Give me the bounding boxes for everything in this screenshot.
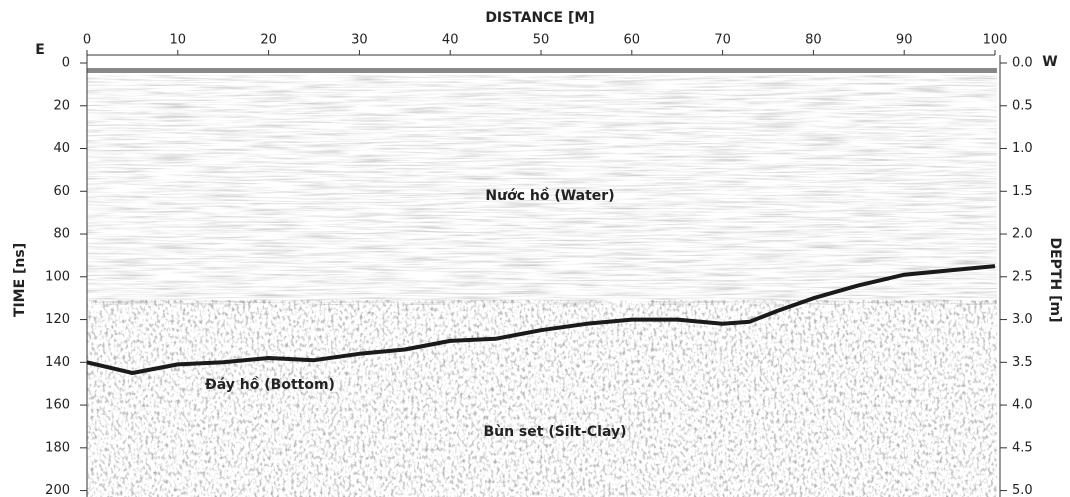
x-tick-label: 20 [260,33,277,48]
x-tick-label: 80 [805,33,822,48]
y2-tick-label: 4.5 [1012,440,1033,455]
y-tick-label: 40 [53,141,70,156]
water-label: Nước hồ (Water) [485,187,614,204]
x-tick-label: 40 [442,33,459,48]
x-tick-label: 10 [170,33,187,48]
water-texture [87,75,997,305]
y2-tick-label: 5.0 [1012,483,1033,497]
y2-tick-label: 0.5 [1012,98,1033,113]
x-axis-title: DISTANCE [M] [485,10,594,26]
y2-tick-label: 3.5 [1012,355,1033,370]
y-tick-label: 200 [45,483,70,497]
bottom-label: Đáy hồ (Bottom) [205,376,335,393]
y-tick-label: 0 [62,56,70,71]
y-tick-label: 60 [53,184,70,199]
y-tick-label: 160 [45,398,70,413]
x-tick-label: 90 [896,33,913,48]
surface-band [87,68,997,73]
x-tick-label: 30 [351,33,368,48]
silt-label: Bùn set (Silt-Clay) [483,424,626,440]
west-marker: W [1042,54,1057,70]
y-tick-label: 180 [45,440,70,455]
y-tick-label: 120 [45,312,70,327]
y2-tick-label: 1.0 [1012,141,1033,156]
x-tick-label: 60 [624,33,641,48]
y-axis-title: TIME [ns] [12,243,28,317]
y-tick-label: 100 [45,269,70,284]
bottom-reflector [86,264,996,375]
east-marker: E [35,42,45,58]
x-tick-label: 100 [983,33,1008,48]
y2-tick-label: 0.0 [1012,56,1033,71]
x-tick-label: 0 [83,33,91,48]
y2-tick-label: 2.0 [1012,227,1033,242]
y2-axis-title: DEPTH [m] [1047,238,1063,323]
y-tick-label: 20 [53,98,70,113]
y2-tick-label: 2.5 [1012,269,1033,284]
x-tick-label: 70 [714,33,731,48]
y2-tick-label: 4.0 [1012,398,1033,413]
y2-tick-label: 3.0 [1012,312,1033,327]
y-tick-label: 140 [45,355,70,370]
x-tick-label: 50 [533,33,550,48]
y-tick-label: 80 [53,227,70,242]
y2-tick-label: 1.5 [1012,184,1033,199]
sediment-texture [87,300,997,497]
